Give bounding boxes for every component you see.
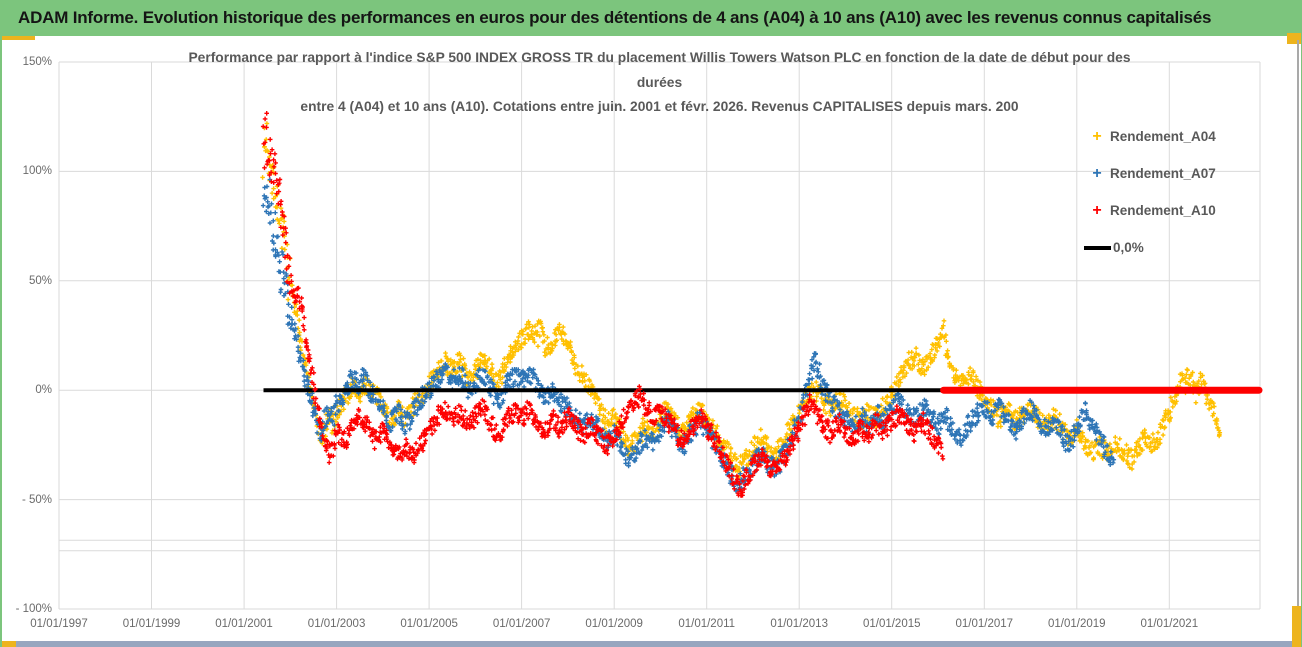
legend-label: Rendement_A07 [1110, 166, 1216, 181]
x-tick-label: 01/01/2015 [862, 618, 921, 630]
legend-item-rendement-a04[interactable]: + Rendement_A04 [1084, 118, 1299, 155]
plus-marker-icon: + [1092, 164, 1102, 182]
x-tick-label: 01/01/2009 [585, 618, 643, 630]
x-tick-label: 01/01/2007 [492, 618, 551, 630]
x-tick-label: 01/01/2005 [400, 618, 458, 630]
header-banner: ADAM Informe. Evolution historique des p… [2, 0, 1301, 36]
chart-title-line-3: entre 4 (A04) et 10 ans (A10). Cotations… [300, 99, 1019, 114]
x-tick-label: 01/01/2017 [955, 618, 1014, 630]
legend-label: Rendement_A04 [1110, 129, 1216, 144]
y-tick-label: 150% [22, 56, 52, 68]
x-tick-label: 01/01/2013 [770, 618, 828, 630]
header-title: ADAM Informe. Evolution historique des p… [18, 8, 1212, 27]
chart-legend: + Rendement_A04 + Rendement_A07 + Rendem… [1084, 118, 1299, 266]
chart-border-accent-bottom-left [2, 641, 16, 647]
zero-line-icon [1084, 245, 1111, 250]
chart-border-accent-top-left [2, 36, 35, 40]
x-tick-label: 01/01/1999 [122, 618, 181, 630]
chart-title-line-2: durées [636, 74, 683, 90]
x-tick-label: 01/01/1997 [30, 618, 88, 630]
chart-title-line-1: Performance par rapport à l'indice S&P 5… [188, 50, 1131, 65]
legend-item-zero-line[interactable]: 0,0% [1084, 229, 1299, 266]
window-right-edge [1297, 40, 1299, 606]
x-tick-label: 01/01/2021 [1140, 618, 1199, 630]
x-tick-label: 01/01/2001 [215, 618, 273, 630]
chart-border-accent-bottom-right [1292, 606, 1301, 647]
plus-marker-icon: + [1092, 201, 1102, 219]
x-tick-label: 01/01/2011 [678, 618, 736, 630]
legend-label: Rendement_A10 [1110, 203, 1216, 218]
legend-label: 0,0% [1113, 240, 1144, 255]
scatter-series-rendement_a07[interactable] [260, 177, 1117, 494]
y-tick-label: - 100% [15, 603, 52, 615]
window-bottom-bar [2, 641, 1301, 647]
chart-title: Performance par rapport à l'indice S&P 5… [59, 46, 1260, 120]
plus-marker-icon: + [1092, 127, 1102, 145]
legend-item-rendement-a07[interactable]: + Rendement_A07 [1084, 155, 1299, 192]
y-tick-label: - 50% [21, 493, 52, 506]
x-tick-label: 01/01/2019 [1048, 618, 1106, 630]
legend-item-rendement-a10[interactable]: + Rendement_A10 [1084, 192, 1299, 229]
y-tick-label: 50% [28, 274, 52, 287]
y-tick-label: 100% [22, 165, 52, 178]
y-tick-label: 0% [35, 384, 52, 397]
chart-border-accent-top-right [1287, 33, 1301, 44]
x-tick-label: 01/01/2003 [307, 618, 366, 630]
scatter-series-rendement_a10[interactable] [260, 111, 946, 498]
